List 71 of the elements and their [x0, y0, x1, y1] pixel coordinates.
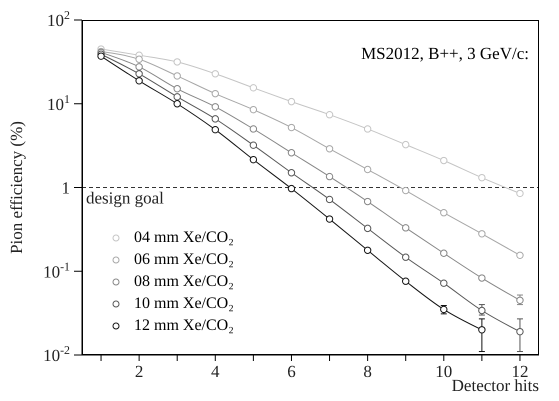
point: [174, 72, 181, 80]
legend-label: 06 mm Xe/CO₂: [134, 250, 234, 270]
point: [478, 230, 486, 238]
point: [250, 156, 258, 164]
point: [174, 100, 181, 108]
point: [288, 98, 296, 106]
point: [478, 306, 486, 314]
x-axis-title: Detector hits: [452, 376, 539, 395]
point: [326, 215, 334, 223]
point: [135, 63, 143, 71]
point: [402, 254, 410, 261]
point: [440, 250, 448, 257]
point: [326, 196, 334, 204]
point: [364, 246, 372, 254]
point: [402, 224, 410, 232]
y-tick-label: 1: [62, 178, 70, 198]
y-tick-label: 10$^{-1}$: [43, 259, 70, 282]
point: [288, 124, 296, 132]
x-tick-label: 2: [134, 362, 144, 381]
point: [212, 126, 219, 134]
x-tick-label: 8: [363, 362, 372, 381]
point: [174, 58, 181, 66]
point: [402, 278, 410, 285]
point: [135, 56, 143, 63]
x-tick-label: 10: [435, 362, 452, 381]
x-tick-label: 4: [211, 362, 220, 381]
point: [250, 106, 258, 114]
point: [516, 328, 524, 336]
point: [516, 190, 524, 198]
point: [250, 141, 258, 149]
point: [478, 274, 486, 282]
point: [288, 169, 296, 176]
point: [135, 70, 143, 78]
x-tick-label: 6: [287, 362, 296, 381]
point: [440, 209, 448, 216]
y-axis-title: Pion efficiency (%): [7, 121, 26, 254]
point: [174, 85, 181, 92]
y-tick-label: 10$^{2}$: [47, 8, 70, 30]
point: [135, 77, 143, 84]
legend-label: 08 mm Xe/CO₂: [134, 272, 234, 292]
legend-label: 12 mm Xe/CO₂: [134, 316, 234, 336]
y-tick-label: 10$^{-2}$: [43, 343, 70, 365]
point: [364, 125, 372, 133]
point: [326, 172, 334, 180]
point: [326, 145, 334, 152]
point: [478, 174, 486, 182]
y-tick-label: 10$^{1}$: [47, 92, 70, 114]
legend-label: 10 mm Xe/CO₂: [134, 294, 234, 314]
legend-label: 04 mm Xe/CO₂: [134, 228, 234, 248]
point: [364, 198, 372, 206]
ref-line-label: design goal: [86, 188, 164, 208]
point: [364, 224, 372, 232]
point: [326, 111, 334, 118]
point: [212, 103, 219, 110]
point: [440, 156, 448, 164]
point: [364, 166, 372, 174]
point: [250, 125, 258, 133]
point: [440, 280, 448, 287]
point: [174, 93, 181, 101]
point: [516, 296, 524, 304]
point: [402, 140, 410, 148]
point: [288, 184, 296, 192]
point: [212, 115, 219, 123]
point: [212, 70, 219, 78]
point: [250, 84, 258, 92]
point: [516, 252, 524, 260]
point: [478, 326, 486, 334]
point: [288, 149, 296, 156]
point: [212, 90, 219, 98]
point: [402, 186, 410, 194]
annotation: MS2012, B++, 3 GeV/c:: [361, 44, 529, 64]
